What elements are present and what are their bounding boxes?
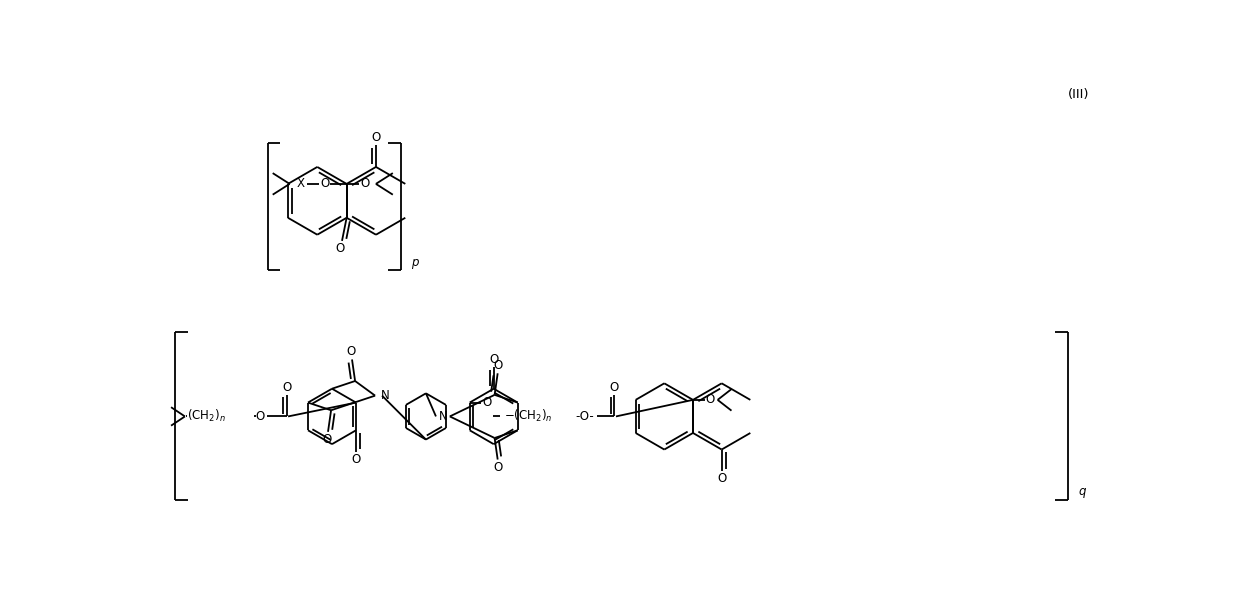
Text: O: O bbox=[336, 242, 346, 255]
Text: O: O bbox=[347, 346, 356, 358]
Text: O: O bbox=[372, 131, 380, 144]
Text: -O-: -O- bbox=[576, 410, 595, 423]
Text: O: O bbox=[610, 380, 620, 394]
Text: N: N bbox=[439, 410, 447, 423]
Text: $\mathsf{-(CH_2)_{\it{n}}}$: $\mathsf{-(CH_2)_{\it{n}}}$ bbox=[504, 408, 553, 424]
Text: O: O bbox=[361, 178, 369, 190]
Text: O: O bbox=[493, 461, 502, 474]
Text: N: N bbox=[380, 389, 389, 402]
Text: O: O bbox=[493, 359, 502, 372]
Text: O: O bbox=[717, 473, 726, 485]
Text: (III): (III) bbox=[1068, 88, 1089, 101]
Text: O: O bbox=[352, 453, 361, 466]
Text: q: q bbox=[1078, 485, 1085, 498]
Text: O: O bbox=[321, 178, 330, 190]
Text: $\mathsf{(CH_2)_{\it{n}}}$: $\mathsf{(CH_2)_{\it{n}}}$ bbox=[187, 408, 225, 424]
Text: O: O bbox=[705, 393, 715, 406]
Text: O: O bbox=[489, 353, 498, 366]
Text: p: p bbox=[411, 256, 419, 268]
Text: O: O bbox=[255, 410, 265, 423]
Text: O: O bbox=[282, 380, 292, 394]
Text: O: O bbox=[482, 396, 491, 409]
Text: X: X bbox=[296, 178, 305, 190]
Text: O: O bbox=[322, 433, 332, 446]
